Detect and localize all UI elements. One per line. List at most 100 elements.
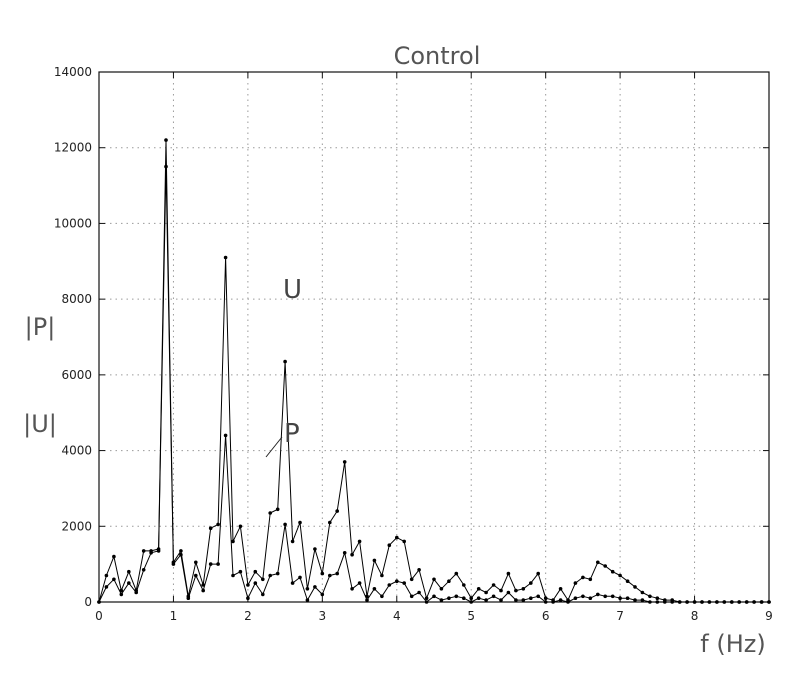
data-point-u	[596, 560, 600, 565]
data-point-p	[194, 573, 198, 578]
y-tick-label: 14000	[54, 65, 92, 79]
series-line-p	[98, 166, 769, 603]
data-point-u	[543, 596, 548, 600]
data-point-p	[298, 575, 302, 580]
y-tick-label: 4000	[61, 444, 92, 458]
data-point-u	[402, 539, 407, 544]
data-point-p	[253, 581, 258, 585]
data-point-u	[335, 509, 340, 513]
data-point-p	[372, 587, 377, 591]
x-tick-label: 5	[467, 609, 475, 623]
data-point-p	[529, 596, 533, 600]
data-point-p	[439, 598, 444, 602]
x-tick-label: 4	[393, 609, 401, 623]
data-point-p	[625, 596, 630, 600]
data-point-u	[640, 590, 645, 595]
data-point-u	[290, 539, 295, 544]
data-point-u	[573, 581, 578, 585]
data-point-u	[648, 594, 652, 599]
data-point-p	[573, 596, 578, 600]
data-point-u	[395, 535, 399, 540]
data-point-u	[231, 539, 235, 544]
data-point-p	[610, 594, 615, 599]
data-point-p	[514, 598, 518, 602]
series-label-u: U	[283, 275, 302, 305]
y-tick-label: 2000	[61, 519, 92, 533]
data-point-p	[320, 592, 325, 597]
data-point-p	[685, 600, 689, 604]
data-point-u	[372, 558, 377, 563]
data-point-p	[127, 581, 131, 585]
data-point-p	[305, 598, 310, 602]
data-point-p	[201, 588, 205, 593]
data-point-p	[186, 596, 191, 600]
data-point-p	[536, 594, 540, 599]
data-point-p	[208, 562, 213, 566]
data-point-u	[603, 564, 607, 568]
data-point-p	[432, 594, 436, 599]
data-point-u	[558, 587, 563, 591]
data-point-p	[141, 568, 146, 572]
data-point-p	[558, 598, 563, 602]
data-point-p	[581, 594, 585, 599]
data-point-u	[424, 596, 429, 600]
data-point-p	[692, 600, 697, 604]
data-point-p	[700, 600, 704, 604]
y-tick-label: 10000	[54, 216, 92, 230]
data-point-u	[521, 587, 526, 591]
data-point-p	[134, 590, 138, 595]
data-point-u	[484, 590, 488, 595]
data-point-u	[581, 575, 585, 580]
plot-frame	[98, 71, 770, 603]
data-point-u	[417, 568, 421, 572]
data-point-p	[663, 600, 667, 604]
data-point-u	[514, 588, 518, 593]
data-point-p	[677, 600, 682, 604]
data-point-p	[342, 551, 347, 555]
data-point-p	[417, 590, 421, 595]
data-point-p	[551, 600, 555, 604]
data-point-u	[529, 581, 533, 585]
series-label-p: P	[284, 419, 300, 449]
data-point-u	[216, 522, 220, 527]
data-point-p	[335, 571, 340, 576]
data-point-p	[328, 573, 332, 578]
data-point-p	[380, 594, 384, 599]
data-point-p	[759, 600, 764, 604]
data-point-p	[744, 600, 749, 604]
x-tick-label: 1	[170, 609, 178, 623]
data-point-p	[752, 600, 756, 604]
data-point-u	[112, 554, 116, 559]
data-point-p	[231, 573, 235, 578]
data-point-p	[767, 600, 771, 604]
data-point-u	[409, 577, 414, 582]
data-point-u	[305, 587, 310, 591]
series-u	[97, 138, 771, 604]
y-axis-label-p: |P|	[25, 313, 56, 341]
data-point-p	[603, 594, 607, 599]
data-point-u	[164, 138, 168, 142]
data-point-u	[610, 569, 615, 574]
data-point-u	[387, 543, 392, 547]
data-point-p	[499, 598, 503, 602]
data-point-u	[141, 549, 146, 553]
data-point-u	[179, 549, 183, 553]
data-point-p	[484, 598, 488, 602]
data-point-u	[350, 552, 354, 557]
data-point-u	[246, 583, 250, 587]
data-point-u	[223, 255, 228, 260]
data-point-p	[223, 433, 228, 438]
data-point-u	[357, 539, 362, 544]
data-point-p	[588, 596, 593, 600]
data-point-u	[268, 511, 273, 515]
data-point-p	[469, 600, 474, 604]
data-point-p	[156, 549, 161, 553]
data-point-u	[253, 569, 258, 574]
y-tick-label: 6000	[61, 368, 92, 382]
data-point-p	[476, 596, 481, 600]
data-point-p	[104, 585, 109, 589]
data-point-p	[275, 571, 280, 576]
data-point-p	[261, 592, 265, 597]
data-point-p	[365, 598, 369, 602]
